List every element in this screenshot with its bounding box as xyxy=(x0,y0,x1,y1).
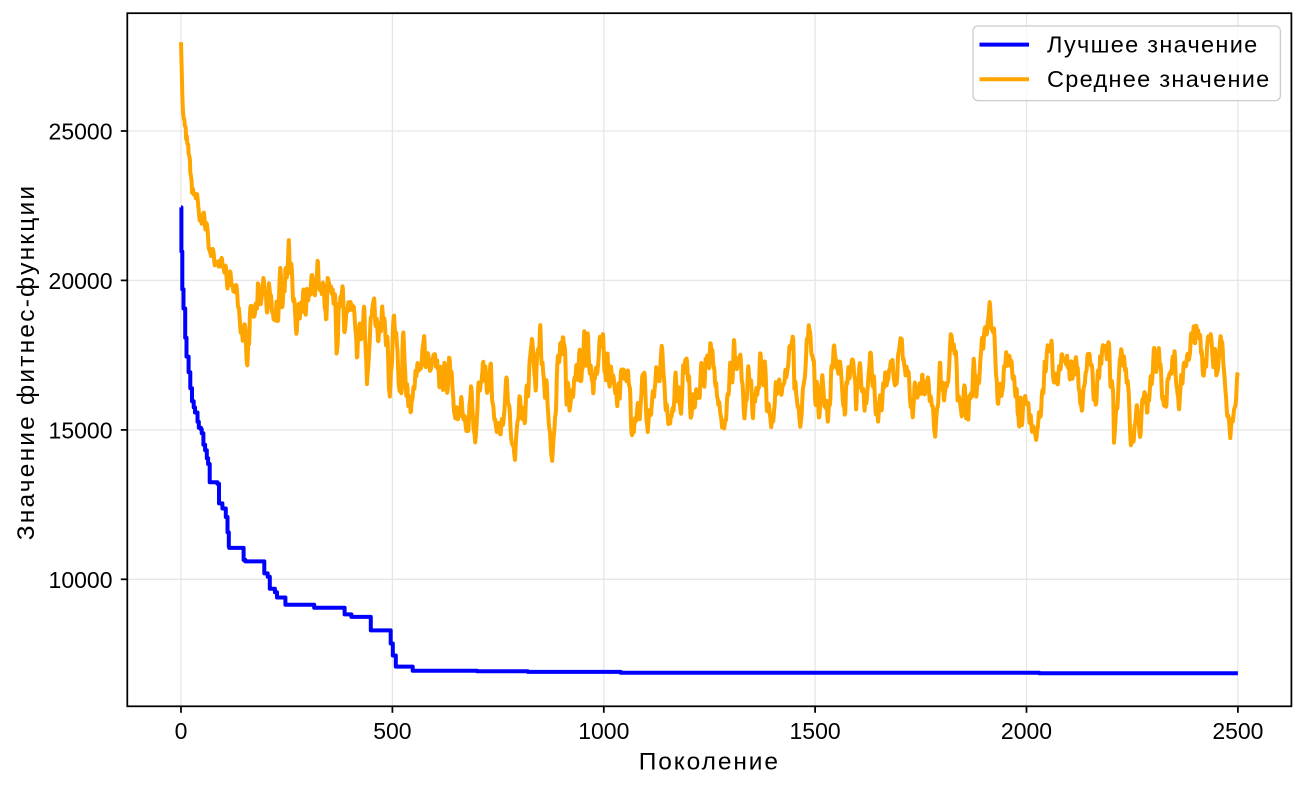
svg-text:10000: 10000 xyxy=(49,567,113,593)
svg-text:1500: 1500 xyxy=(790,718,841,744)
svg-text:25000: 25000 xyxy=(49,119,113,145)
svg-text:Поколение: Поколение xyxy=(639,748,780,775)
svg-text:1000: 1000 xyxy=(578,718,629,744)
svg-text:2000: 2000 xyxy=(1001,718,1052,744)
svg-text:20000: 20000 xyxy=(49,268,113,294)
svg-text:Лучшее значение: Лучшее значение xyxy=(1047,32,1259,58)
svg-text:500: 500 xyxy=(373,718,411,744)
svg-text:Значение фитнес-функции: Значение фитнес-функции xyxy=(13,184,40,540)
svg-text:2500: 2500 xyxy=(1212,718,1263,744)
svg-text:0: 0 xyxy=(175,718,188,744)
svg-text:15000: 15000 xyxy=(49,418,113,444)
svg-text:Среднее значение: Среднее значение xyxy=(1047,66,1271,92)
